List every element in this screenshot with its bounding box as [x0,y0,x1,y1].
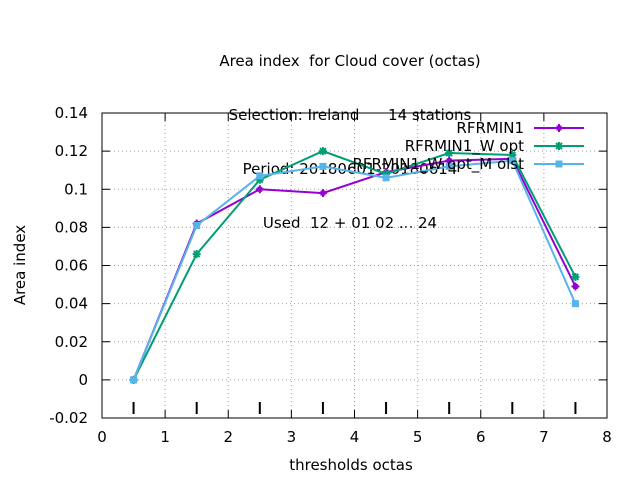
x-tick-label: 1 [160,428,170,446]
marker-stroke [445,149,453,157]
legend-entry-2: RFRMIN1_W opt [405,137,584,156]
star-marker [555,142,563,150]
marker-stroke [319,147,327,155]
box-marker [445,162,453,170]
y-tick-label: 0.14 [55,104,88,122]
box-marker [193,221,201,229]
y-tick-label: 0.06 [55,257,88,275]
plus-marker [318,189,327,198]
marker-center [556,125,562,131]
star-marker [318,147,327,156]
x-axis-label: thresholds octas [289,456,413,474]
x-tick-label: 0 [97,428,107,446]
y-tick-label: 0 [78,371,88,389]
title-line-1: Area index for Cloud cover (octas) [219,52,481,70]
x-tick-label: 2 [223,428,233,446]
marker-center [320,190,326,196]
box-marker [130,376,138,384]
x-tick-label: 4 [350,428,360,446]
marker-center [446,158,452,164]
box-marker [256,172,264,180]
marker-stroke [192,250,201,258]
series-line [132,150,577,381]
series-2 [129,147,580,384]
x-tick-label: 3 [287,428,297,446]
series-line [132,159,577,381]
marker-stroke [555,142,563,150]
x-tick-label: 7 [539,428,549,446]
marker-stroke [508,151,517,159]
title-line-2: Selection: Ireland 14 stations [228,106,472,124]
marker-stroke [571,273,580,281]
y-tick-label: 0.02 [55,333,88,351]
legend-entry-1: RFRMIN1 [456,119,584,137]
marker-center [257,186,263,192]
star-marker [445,149,454,158]
plus-marker [571,282,580,291]
x-tick-label: 8 [602,428,612,446]
box-marker [571,300,579,308]
y-tick-label: 0.1 [64,180,88,198]
plus-marker [555,124,563,132]
y-tick-label: 0.08 [55,218,88,236]
box-marker [319,162,327,170]
y-tick-label: 0.04 [55,295,88,313]
series-3 [130,157,579,384]
legend-label: RFRMIN1_W opt [405,137,524,156]
y-tick-label: 0.12 [55,142,88,160]
box-marker [555,160,563,168]
box-marker [508,157,516,165]
y-tick-label: -0.02 [49,409,88,427]
series-group [129,147,580,384]
plus-marker [255,185,264,194]
x-tick-label: 6 [476,428,486,446]
legend-entry-3: RFRMIN1_W opt_M olst [352,155,584,174]
marker-center [572,283,578,289]
threshold-ticks [132,402,577,414]
legend-label: RFRMIN1 [456,119,524,137]
star-marker [192,250,201,259]
box-marker [382,174,390,182]
x-tick-label: 5 [413,428,423,446]
grid [102,113,607,418]
axes: -0.02 0 0.02 0.04 0.06 0.08 0.1 0.12 0.14 0 1 2 3 4 5 6… [49,104,612,446]
legend-label: RFRMIN1_W opt_M olst [352,155,524,174]
star-marker [571,272,580,281]
